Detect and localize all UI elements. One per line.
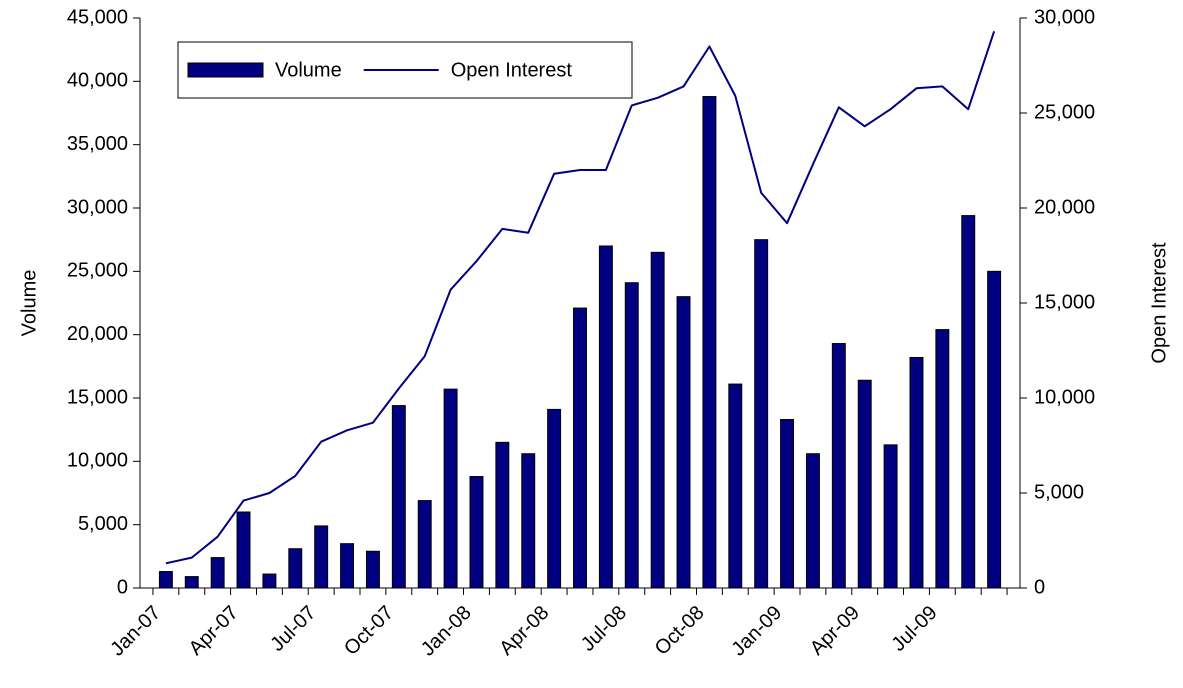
bar [340,543,355,589]
bar [262,573,277,589]
y2-tick-label: 30,000 [1034,6,1095,28]
y2-tick-label: 20,000 [1034,196,1095,218]
y-axis-label: Volume [18,270,40,337]
bar [495,441,510,589]
bar [624,282,639,589]
bar [780,419,795,589]
legend-label: Volume [275,59,342,81]
bar [210,557,225,589]
line [165,30,996,565]
bar [728,383,743,589]
bar [391,405,406,589]
y2-tick-label: 10,000 [1034,386,1095,408]
bar [857,379,872,589]
x-tick-label: Jul-07 [266,602,320,656]
bar [598,245,613,589]
bar [469,476,484,589]
bar [805,453,820,589]
bar [650,251,665,589]
bar [702,96,717,589]
bar [288,548,303,589]
bar [547,408,562,589]
x-tick-label: Jan-07 [106,602,165,661]
bar [831,343,846,589]
y2-axis-label: Open Interest [1148,242,1170,364]
bar [676,296,691,589]
x-tick-label: Jul-08 [577,602,631,656]
bar [987,270,1002,589]
bar [365,550,380,589]
x-tick-label: Oct-07 [340,602,398,660]
y-tick-label: 25,000 [67,260,128,282]
x-tick-label: Jan-09 [728,602,787,661]
x-tick-label: Apr-07 [185,602,243,660]
bar [754,239,769,589]
y2-tick-label: 5,000 [1034,481,1084,503]
legend-swatch [187,62,264,78]
y-tick-label: 5,000 [78,513,128,535]
bar [158,571,173,589]
bar [909,356,924,589]
bar [961,215,976,589]
x-tick-label: Jan-08 [417,602,476,661]
y2-tick-label: 0 [1034,576,1045,598]
y-tick-label: 20,000 [67,323,128,345]
y2-tick-label: 15,000 [1034,291,1095,313]
bar [443,388,458,589]
bar [417,500,432,589]
bar [314,525,329,589]
y-tick-label: 35,000 [67,133,128,155]
y-tick-label: 30,000 [67,196,128,218]
bar [521,453,536,589]
bar [236,511,251,589]
y-tick-label: 40,000 [67,70,128,92]
bar [573,307,587,589]
y2-tick-label: 25,000 [1034,101,1095,123]
y-tick-label: 0 [117,576,128,598]
x-tick-label: Apr-08 [495,602,553,660]
bar [883,444,898,589]
legend-label: Open Interest [451,59,573,81]
x-tick-label: Oct-08 [651,602,709,660]
bar [935,329,950,589]
y-tick-label: 15,000 [67,386,128,408]
y-tick-label: 10,000 [67,450,128,472]
y-tick-label: 45,000 [67,6,128,28]
bar [184,576,199,589]
x-tick-label: Jul-09 [888,602,942,656]
x-tick-label: Apr-09 [806,602,864,660]
